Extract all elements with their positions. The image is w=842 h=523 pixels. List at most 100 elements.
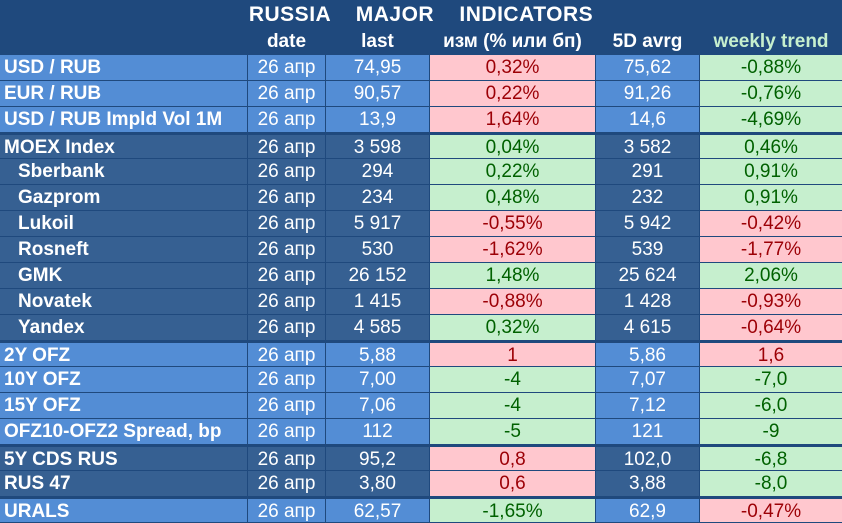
row-change: 0,22% — [430, 81, 596, 107]
table-row: RUS 47 26 апр 3,80 0,6 3,88 -8,0 — [0, 471, 842, 497]
row-weekly-trend: 0,91% — [700, 159, 842, 185]
header-last: last — [326, 29, 430, 55]
table-row: GMK 26 апр 26 152 1,48% 25 624 2,06% — [0, 263, 842, 289]
row-last: 74,95 — [326, 55, 430, 81]
row-5d-average: 91,26 — [596, 81, 700, 107]
row-change: 1 — [430, 341, 596, 367]
row-date: 26 апр — [248, 315, 326, 341]
row-weekly-trend: 2,06% — [700, 263, 842, 289]
table-row: Gazprom 26 апр 234 0,48% 232 0,91% — [0, 185, 842, 211]
row-name: URALS — [0, 497, 248, 523]
row-weekly-trend: 0,46% — [700, 133, 842, 159]
row-weekly-trend: 0,91% — [700, 185, 842, 211]
row-name: RUS 47 — [0, 471, 248, 497]
page-title: RUSSIA MAJOR INDICATORS — [0, 0, 842, 29]
table-row: URALS 26 апр 62,57 -1,65% 62,9 -0,47% — [0, 497, 842, 523]
row-name: 5Y CDS RUS — [0, 445, 248, 471]
row-change: -1,62% — [430, 237, 596, 263]
table-row: Sberbank 26 апр 294 0,22% 291 0,91% — [0, 159, 842, 185]
row-weekly-trend: -1,77% — [700, 237, 842, 263]
row-last: 95,2 — [326, 445, 430, 471]
row-date: 26 апр — [248, 367, 326, 393]
row-name: Novatek — [0, 289, 248, 315]
row-last: 13,9 — [326, 107, 430, 133]
row-change: -1,65% — [430, 497, 596, 523]
row-last: 26 152 — [326, 263, 430, 289]
row-weekly-trend: -8,0 — [700, 471, 842, 497]
table-row: 5Y CDS RUS 26 апр 95,2 0,8 102,0 -6,8 — [0, 445, 842, 471]
row-5d-average: 5,86 — [596, 341, 700, 367]
row-date: 26 апр — [248, 471, 326, 497]
row-weekly-trend: -0,76% — [700, 81, 842, 107]
table-row: MOEX Index 26 апр 3 598 0,04% 3 582 0,46% — [0, 133, 842, 159]
row-last: 5 917 — [326, 211, 430, 237]
row-weekly-trend: -9 — [700, 419, 842, 445]
table-row: OFZ10-OFZ2 Spread, bp 26 апр 112 -5 121 -9 — [0, 419, 842, 445]
row-date: 26 апр — [248, 341, 326, 367]
row-weekly-trend: -6,8 — [700, 445, 842, 471]
row-date: 26 апр — [248, 393, 326, 419]
row-weekly-trend: -6,0 — [700, 393, 842, 419]
row-name: Lukoil — [0, 211, 248, 237]
row-change: 0,8 — [430, 445, 596, 471]
row-5d-average: 62,9 — [596, 497, 700, 523]
row-date: 26 апр — [248, 55, 326, 81]
row-5d-average: 291 — [596, 159, 700, 185]
row-date: 26 апр — [248, 445, 326, 471]
row-last: 294 — [326, 159, 430, 185]
row-5d-average: 3,88 — [596, 471, 700, 497]
row-last: 4 585 — [326, 315, 430, 341]
table-row: EUR / RUB 26 апр 90,57 0,22% 91,26 -0,76% — [0, 81, 842, 107]
table-row: 15Y OFZ 26 апр 7,06 -4 7,12 -6,0 — [0, 393, 842, 419]
row-5d-average: 4 615 — [596, 315, 700, 341]
row-last: 234 — [326, 185, 430, 211]
row-last: 7,06 — [326, 393, 430, 419]
row-name: USD / RUB Impld Vol 1M — [0, 107, 248, 133]
row-last: 90,57 — [326, 81, 430, 107]
row-last: 62,57 — [326, 497, 430, 523]
row-date: 26 апр — [248, 107, 326, 133]
row-weekly-trend: 1,6 — [700, 341, 842, 367]
row-change: -4 — [430, 393, 596, 419]
row-name: Rosneft — [0, 237, 248, 263]
row-date: 26 апр — [248, 81, 326, 107]
table-row: 2Y OFZ 26 апр 5,88 1 5,86 1,6 — [0, 341, 842, 367]
row-date: 26 апр — [248, 211, 326, 237]
row-5d-average: 3 582 — [596, 133, 700, 159]
row-5d-average: 232 — [596, 185, 700, 211]
table-row: Rosneft 26 апр 530 -1,62% 539 -1,77% — [0, 237, 842, 263]
row-change: -0,55% — [430, 211, 596, 237]
row-name: 15Y OFZ — [0, 393, 248, 419]
row-date: 26 апр — [248, 159, 326, 185]
row-last: 3,80 — [326, 471, 430, 497]
row-5d-average: 25 624 — [596, 263, 700, 289]
row-change: 0,6 — [430, 471, 596, 497]
row-change: 1,48% — [430, 263, 596, 289]
header-change: изм (% или бп) — [430, 29, 596, 55]
row-date: 26 апр — [248, 133, 326, 159]
row-name: OFZ10-OFZ2 Spread, bp — [0, 419, 248, 445]
table-row: Lukoil 26 апр 5 917 -0,55% 5 942 -0,42% — [0, 211, 842, 237]
row-weekly-trend: -0,42% — [700, 211, 842, 237]
row-name: 2Y OFZ — [0, 341, 248, 367]
row-last: 112 — [326, 419, 430, 445]
row-5d-average: 539 — [596, 237, 700, 263]
row-change: 0,04% — [430, 133, 596, 159]
row-date: 26 апр — [248, 185, 326, 211]
row-name: EUR / RUB — [0, 81, 248, 107]
row-weekly-trend: -0,93% — [700, 289, 842, 315]
row-5d-average: 121 — [596, 419, 700, 445]
header-name — [0, 29, 248, 55]
row-5d-average: 75,62 — [596, 55, 700, 81]
row-change: 0,48% — [430, 185, 596, 211]
row-change: 0,32% — [430, 315, 596, 341]
row-name: Gazprom — [0, 185, 248, 211]
row-weekly-trend: -4,69% — [700, 107, 842, 133]
row-date: 26 апр — [248, 263, 326, 289]
row-change: -4 — [430, 367, 596, 393]
row-5d-average: 7,12 — [596, 393, 700, 419]
header-5d-average: 5D avrg — [596, 29, 700, 55]
row-weekly-trend: -0,47% — [700, 497, 842, 523]
row-name: GMK — [0, 263, 248, 289]
row-date: 26 апр — [248, 419, 326, 445]
